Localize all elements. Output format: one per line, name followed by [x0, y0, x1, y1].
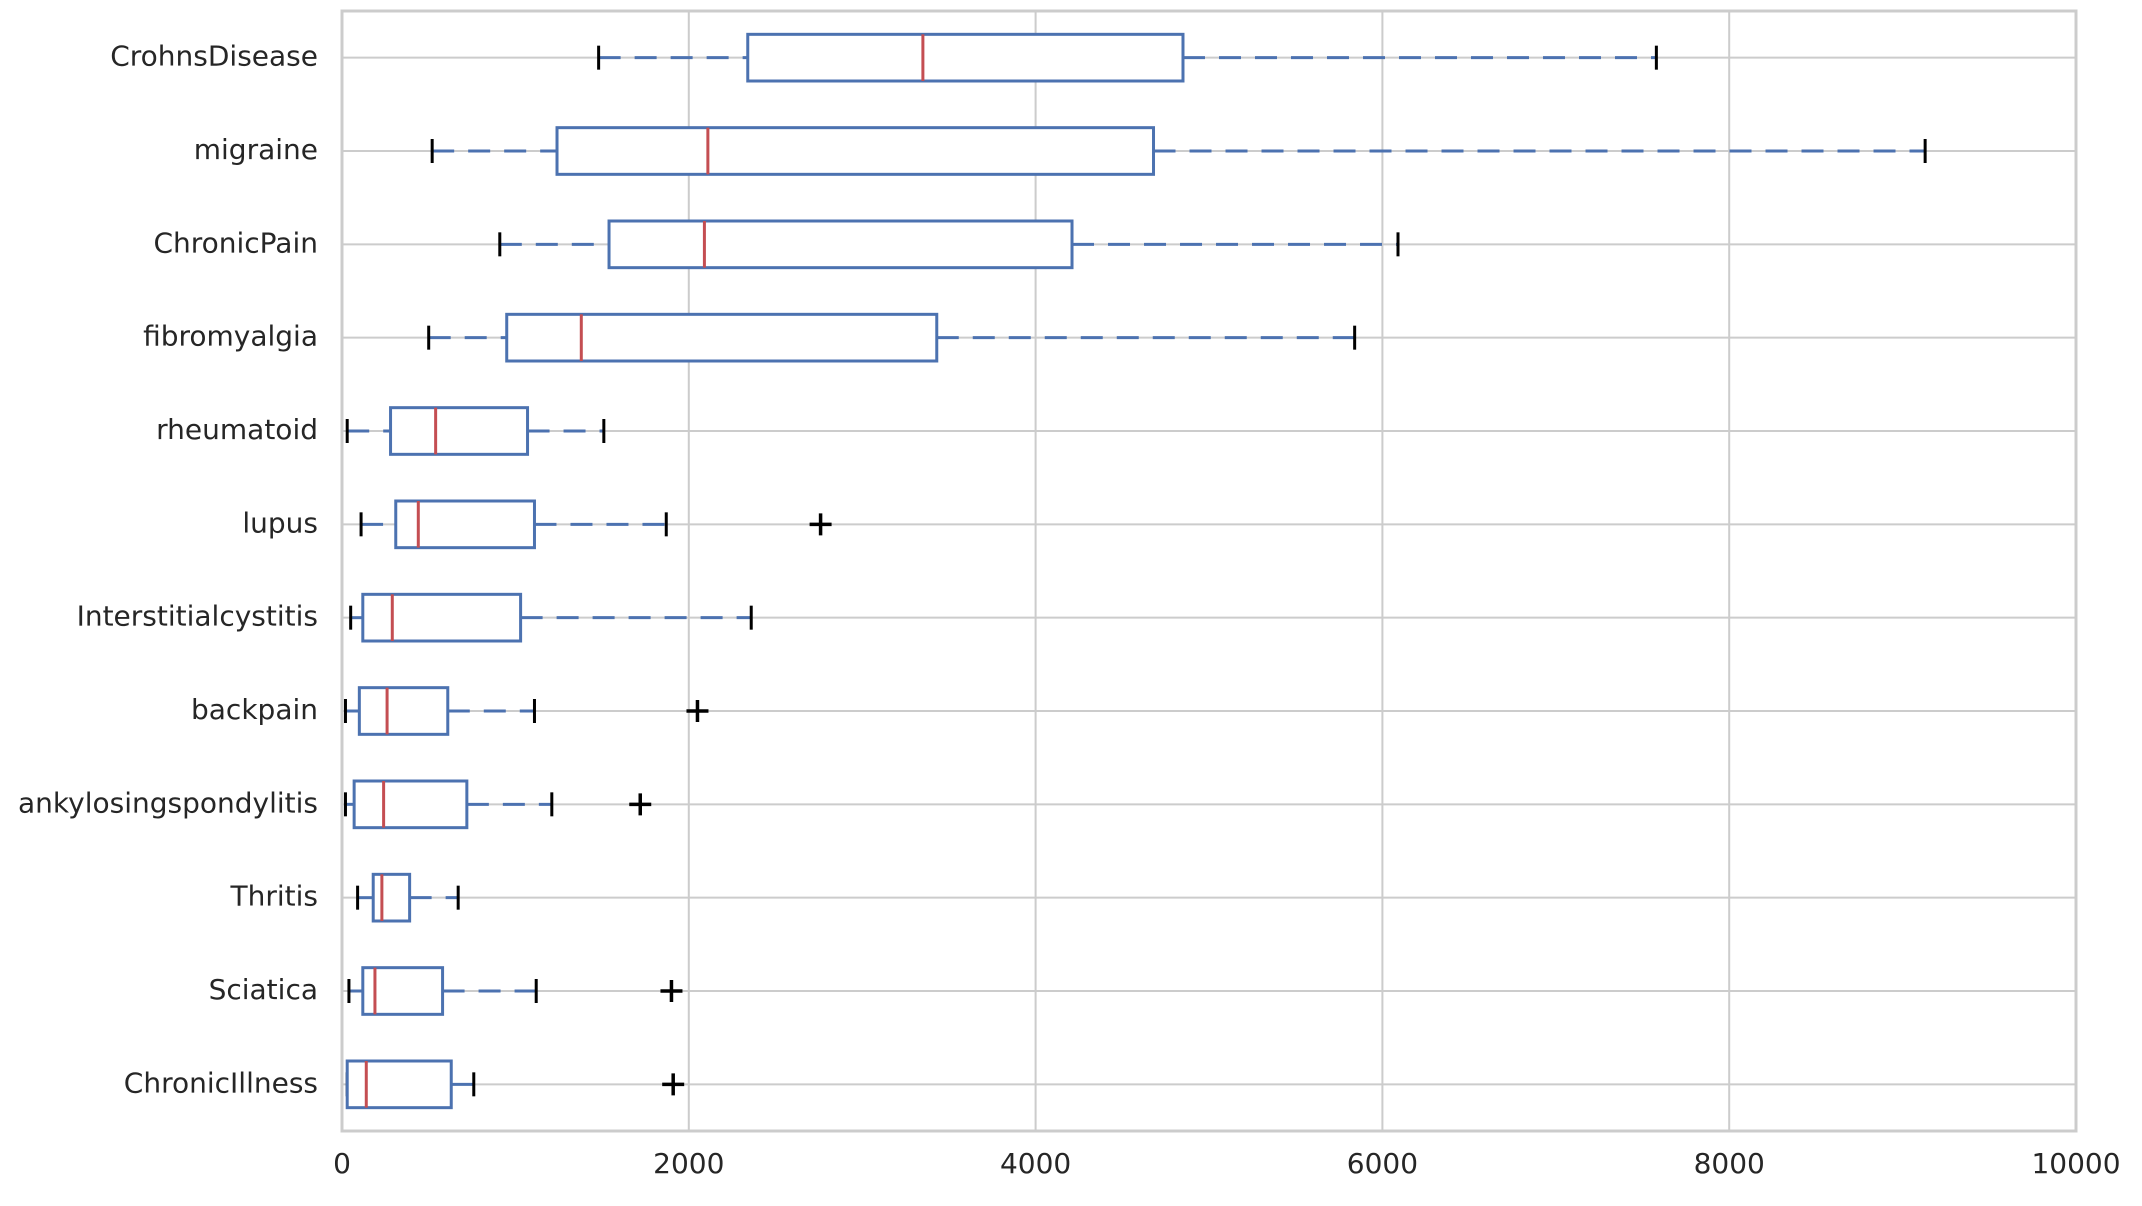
box	[352, 779, 469, 830]
box	[746, 32, 1185, 83]
y-tick-label: CrohnsDisease	[110, 40, 318, 73]
y-tick-label: lupus	[242, 506, 318, 539]
plot-frame	[340, 9, 2078, 1133]
flier	[629, 793, 652, 816]
box	[394, 499, 536, 550]
flier	[662, 1073, 685, 1096]
box	[607, 219, 1074, 270]
box	[505, 312, 939, 363]
box	[371, 872, 412, 923]
x-tick-label: 10000	[2031, 1147, 2120, 1180]
x-tick-label: 4000	[1000, 1147, 1071, 1180]
x-tick-label: 8000	[1694, 1147, 1765, 1180]
box	[389, 406, 530, 456]
flier	[660, 980, 683, 1002]
y-tick-label: backpain	[191, 693, 318, 726]
y-tick-label: Thritis	[230, 880, 319, 913]
y-tick-label: Sciatica	[209, 973, 318, 1006]
x-tick-label: 2000	[653, 1147, 724, 1180]
box	[361, 592, 523, 643]
flier	[809, 513, 832, 536]
box	[357, 686, 450, 736]
x-tick-label: 6000	[1347, 1147, 1418, 1180]
box	[345, 1059, 453, 1110]
y-tick-label: ChronicIllness	[124, 1066, 318, 1099]
x-tick-label: 0	[333, 1147, 351, 1180]
flier	[686, 700, 709, 722]
box	[555, 126, 1156, 176]
y-tick-label: Interstitialcystitis	[77, 600, 318, 633]
y-tick-label: rheumatoid	[156, 413, 318, 446]
y-tick-label: migraine	[194, 133, 318, 166]
y-tick-label: fibromyalgia	[143, 320, 318, 353]
y-tick-label: ChronicPain	[153, 226, 318, 259]
y-tick-label: ankylosingspondylitis	[18, 786, 318, 819]
